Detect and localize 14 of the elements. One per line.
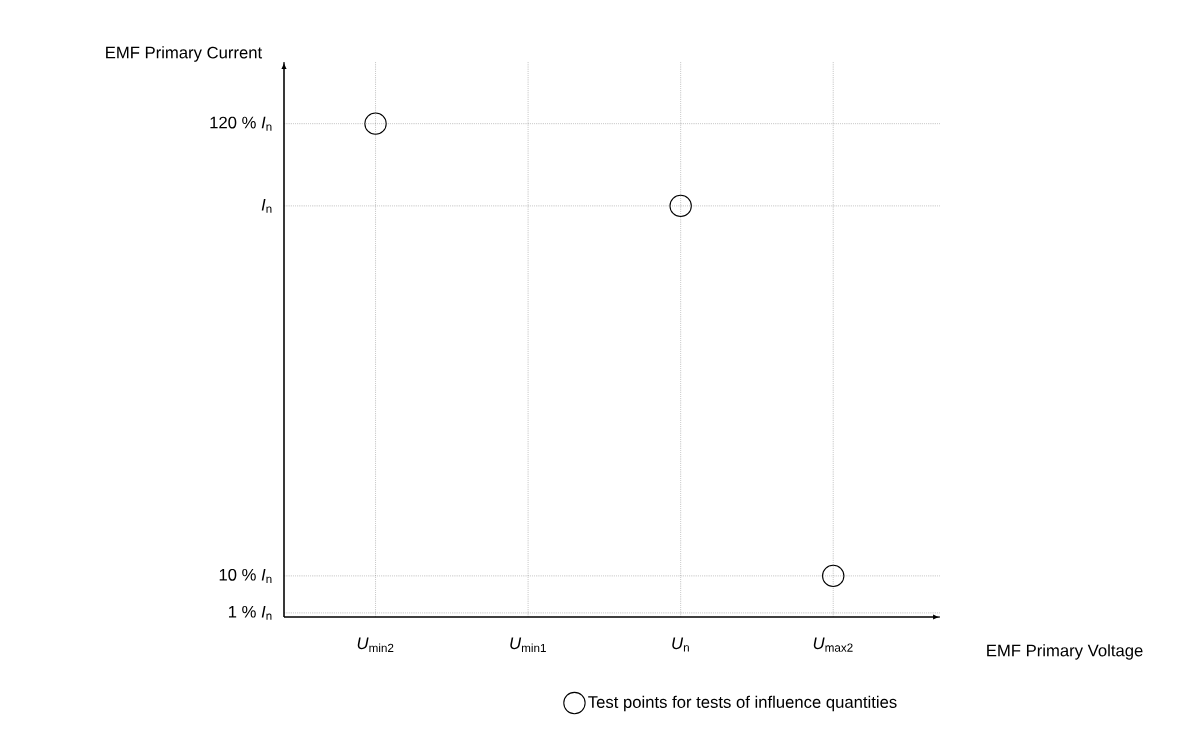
- legend-label: Test points for tests of influence quantities: [588, 695, 897, 712]
- x-tick-label: U$_{min2}$: [357, 637, 394, 652]
- point: [669, 194, 692, 218]
- x-tick-label: U$_{min1}$: [510, 637, 546, 652]
- y-tick-label: 10 % I$_{n}$: [219, 568, 272, 583]
- y-tick-label: 1 % I$_{n}$: [228, 605, 272, 620]
- x-axis-title: EMF Primary Voltage: [987, 644, 1143, 660]
- y-axis-title: EMF Primary Current: [106, 46, 263, 62]
- y-tick-label: 120 % I$_{n}$: [210, 116, 272, 131]
- x-tick-label: U$_{n}$: [672, 637, 689, 652]
- point: [822, 564, 845, 588]
- x-tick-label: U$_{max2}$: [813, 637, 853, 652]
- y-tick-label: I$_{n}$: [261, 198, 272, 213]
- point: [364, 112, 387, 135]
